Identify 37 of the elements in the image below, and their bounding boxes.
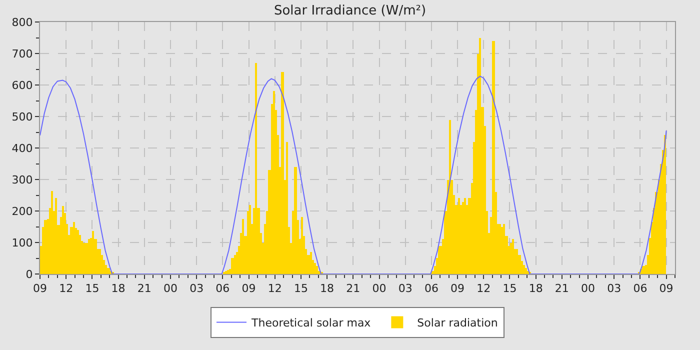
x-tick-label: 21 [346,282,360,296]
y-tick-label: 800 [12,16,33,29]
x-tick-label: 00 [372,282,386,296]
x-tick-label: 18 [528,282,543,296]
y-tick-label: 400 [12,142,33,155]
x-tick-label: 00 [163,282,178,296]
x-tick-label: 09 [242,282,256,296]
x-tick-label: 03 [607,282,622,296]
y-tick-label: 100 [12,236,33,250]
x-tick-label: 00 [581,282,596,296]
x-tick-label: 18 [320,282,334,296]
x-tick-label: 15 [502,282,517,296]
x-tick-label: 09 [33,282,47,296]
x-tick-label: 21 [137,282,152,296]
x-tick-label: 06 [633,282,648,296]
y-tick-label: 500 [12,110,33,124]
x-tick-label: 06 [216,282,230,296]
chart-title: Solar Irradiance (W/m²) [274,3,426,18]
x-tick-label: 12 [59,282,74,296]
x-tick-label: 09 [450,282,465,296]
x-tick-label: 12 [268,282,282,296]
y-tick-label: 200 [12,204,33,218]
x-tick-label: 15 [294,282,308,296]
y-tick-label: 600 [12,78,33,92]
x-tick-label: 18 [111,282,126,296]
x-tick-label: 09 [659,282,674,296]
y-tick-label: 700 [12,47,33,60]
x-tick-label: 06 [424,282,438,296]
x-tick-label: 21 [554,282,569,296]
x-tick-label: 15 [85,282,100,296]
legend-label: Solar radiation [417,316,498,330]
x-tick-label: 03 [398,282,412,296]
legend-label: Theoretical solar max [250,316,372,330]
y-tick-label: 0 [26,268,33,281]
x-tick-label: 03 [190,282,204,296]
x-tick-label: 12 [476,282,491,296]
y-tick-label: 300 [12,173,33,186]
